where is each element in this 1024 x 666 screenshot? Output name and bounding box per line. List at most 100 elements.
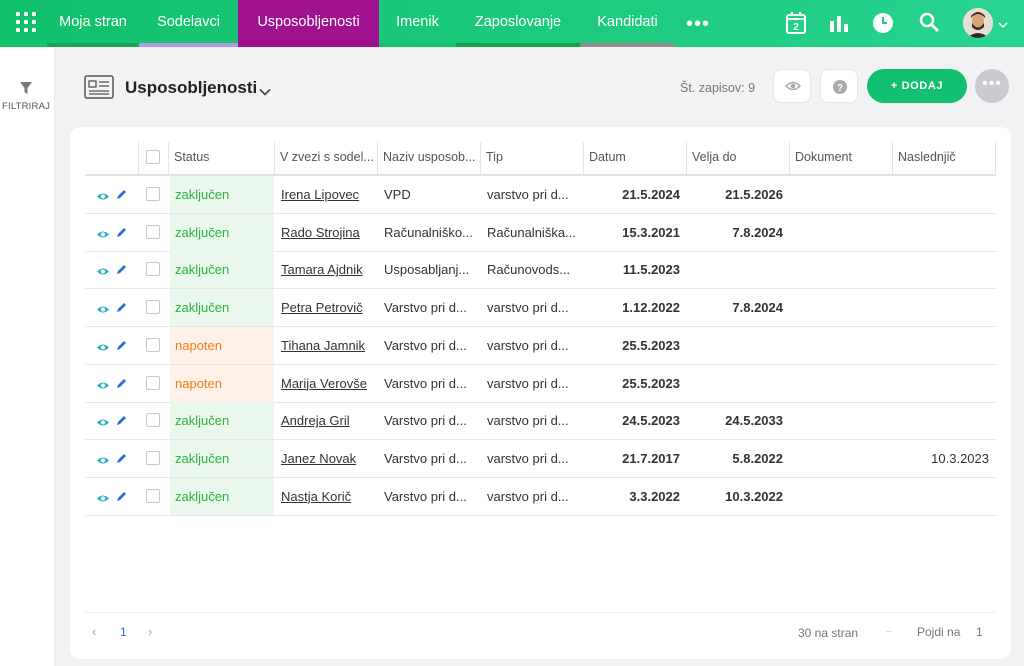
table-row[interactable]: zaključen Irena Lipovec VPD varstvo pri …	[0, 176, 1024, 214]
person-name[interactable]: Irena Lipovec	[281, 187, 360, 202]
column-header-naziv[interactable]: Naziv usposob...	[383, 150, 476, 164]
more-options-button[interactable]: •••	[975, 69, 1009, 103]
row-checkbox[interactable]	[146, 450, 160, 465]
person-name[interactable]: Tihana Jamnik	[281, 337, 366, 353]
per-page-select[interactable]: 30 na stran	[798, 626, 859, 640]
page-title[interactable]: Usposobljenosti	[125, 78, 258, 97]
view-eye-icon[interactable]	[96, 302, 110, 320]
edit-pencil-icon[interactable]	[115, 301, 127, 319]
reports-chart-icon[interactable]	[829, 13, 849, 38]
column-header-naslednjic[interactable]: Naslednjič	[898, 150, 956, 164]
top-navigation: Moja stran Sodelavci Usposobljenosti Ime…	[0, 0, 1024, 47]
person-name[interactable]: Nastja Korič	[281, 488, 352, 504]
column-header-status[interactable]: Status	[174, 150, 210, 164]
person-name[interactable]: Petra Petrovič	[281, 300, 363, 316]
view-eye-icon[interactable]	[96, 453, 110, 471]
filter-label[interactable]: FILTRIRAJ	[2, 101, 51, 112]
column-header-datum[interactable]: Datum	[589, 150, 626, 164]
edit-pencil-icon[interactable]	[115, 263, 127, 281]
status-badge: zaključen	[170, 289, 274, 327]
person-link[interactable]: Rado Strojina	[281, 214, 373, 251]
tab-kandidati[interactable]: Kandidati	[580, 0, 675, 47]
view-eye-icon[interactable]	[96, 189, 110, 207]
calendar-icon[interactable]: 2	[786, 12, 806, 39]
search-icon[interactable]	[919, 12, 939, 37]
table-row[interactable]: zaključen Andreja Gril Varstvo pri d... …	[0, 402, 1024, 441]
select-all-checkbox[interactable]	[146, 150, 160, 164]
next-page-button[interactable]: ›	[148, 624, 153, 639]
tab-usposobljenosti[interactable]: Usposobljenosti	[238, 0, 379, 47]
person-link[interactable]: Tihana Jamnik	[281, 327, 373, 364]
table-row[interactable]: napoten Marija Verovše Varstvo pri d... …	[0, 364, 1024, 403]
dokument-cell	[790, 289, 886, 326]
person-link[interactable]: Petra Petrovič	[281, 289, 373, 326]
person-link[interactable]: Tamara Ajdnik	[281, 251, 373, 288]
person-name[interactable]: Andreja Gril	[281, 413, 350, 429]
tab-label: Sodelavci	[157, 14, 220, 30]
tab-sodelavci[interactable]: Sodelavci	[139, 0, 238, 47]
goto-page-input[interactable]: 1	[976, 625, 983, 639]
edit-pencil-icon[interactable]	[115, 377, 127, 395]
user-avatar[interactable]	[963, 8, 993, 38]
view-eye-icon[interactable]	[96, 415, 110, 433]
row-checkbox[interactable]	[146, 488, 160, 503]
view-eye-icon[interactable]	[96, 264, 110, 282]
table-row[interactable]: zaključen Rado Strojina Računalniško... …	[0, 213, 1024, 252]
person-link[interactable]: Janez Novak	[281, 440, 373, 477]
more-tabs-button[interactable]: •••	[686, 13, 711, 35]
edit-pencil-icon[interactable]	[115, 414, 127, 432]
person-name[interactable]: Rado Strojina	[281, 224, 360, 240]
filter-icon[interactable]	[19, 81, 33, 100]
column-header-velja-do[interactable]: Velja do	[692, 150, 737, 164]
person-name[interactable]: Janez Novak	[281, 450, 357, 466]
current-page[interactable]: 1	[120, 625, 127, 639]
view-eye-icon[interactable]	[96, 491, 110, 509]
clock-icon[interactable]	[872, 12, 894, 39]
table-row[interactable]: napoten Tihana Jamnik Varstvo pri d... v…	[0, 326, 1024, 365]
dokument-cell	[790, 327, 886, 364]
row-checkbox[interactable]	[146, 337, 160, 352]
view-toggle-button[interactable]	[773, 69, 811, 103]
view-eye-icon[interactable]	[96, 378, 110, 396]
column-header-dokument[interactable]: Dokument	[795, 150, 852, 164]
tab-imenik[interactable]: Imenik	[379, 0, 456, 47]
naslednjic-cell	[893, 327, 989, 364]
person-link[interactable]: Nastja Korič	[281, 478, 373, 515]
row-checkbox[interactable]	[146, 187, 160, 201]
tip-cell: varstvo pri d...	[487, 300, 569, 316]
row-checkbox[interactable]	[146, 262, 160, 277]
edit-pencil-icon[interactable]	[115, 490, 127, 508]
view-eye-icon[interactable]	[96, 340, 110, 358]
velja-do-cell	[687, 365, 783, 402]
per-page-caret[interactable]: ‒	[886, 626, 892, 637]
row-checkbox[interactable]	[146, 413, 160, 428]
person-link[interactable]: Irena Lipovec	[281, 176, 373, 213]
edit-pencil-icon[interactable]	[115, 226, 127, 244]
person-name[interactable]: Tamara Ajdnik	[281, 262, 363, 278]
edit-pencil-icon[interactable]	[115, 188, 127, 206]
row-checkbox[interactable]	[146, 224, 160, 239]
tab-moja-stran[interactable]: Moja stran	[47, 0, 139, 47]
table-row[interactable]: zaključen Tamara Ajdnik Usposabljanj... …	[0, 251, 1024, 290]
person-link[interactable]: Andreja Gril	[281, 402, 373, 439]
help-button[interactable]: ?	[820, 69, 858, 103]
row-checkbox[interactable]	[146, 300, 160, 315]
prev-page-button[interactable]: ‹	[92, 624, 97, 639]
edit-pencil-icon[interactable]	[115, 452, 127, 470]
apps-grid-icon[interactable]	[16, 12, 38, 34]
column-header-person[interactable]: V zvezi s sodel...	[280, 150, 374, 164]
table-row[interactable]: zaključen Petra Petrovič Varstvo pri d..…	[0, 289, 1024, 328]
edit-pencil-icon[interactable]	[115, 339, 127, 357]
row-checkbox[interactable]	[146, 375, 160, 390]
view-eye-icon[interactable]	[96, 227, 110, 245]
person-link[interactable]: Marija Verovše	[281, 365, 373, 402]
chevron-down-icon[interactable]	[259, 83, 271, 101]
table-row[interactable]: zaključen Janez Novak Varstvo pri d... v…	[0, 439, 1024, 478]
table-row[interactable]: zaključen Nastja Korič Varstvo pri d... …	[0, 477, 1024, 516]
add-button[interactable]: + DODAJ	[867, 69, 967, 103]
tab-zaposlovanje[interactable]: Zaposlovanje	[456, 0, 580, 47]
person-name[interactable]: Marija Verovše	[281, 375, 367, 391]
datum-cell: 11.5.2023	[622, 262, 680, 278]
column-header-tip[interactable]: Tip	[486, 150, 503, 164]
chevron-down-icon[interactable]	[998, 16, 1008, 34]
